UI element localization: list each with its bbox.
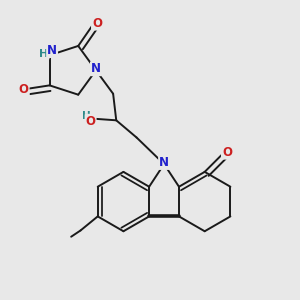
Text: O: O — [92, 16, 102, 30]
Text: O: O — [85, 115, 96, 128]
Text: N: N — [91, 62, 101, 75]
Text: N: N — [47, 44, 57, 57]
Text: O: O — [19, 83, 28, 96]
Text: O: O — [222, 146, 232, 159]
Text: N: N — [159, 156, 169, 169]
Text: H: H — [39, 49, 49, 59]
Text: H: H — [82, 111, 91, 121]
